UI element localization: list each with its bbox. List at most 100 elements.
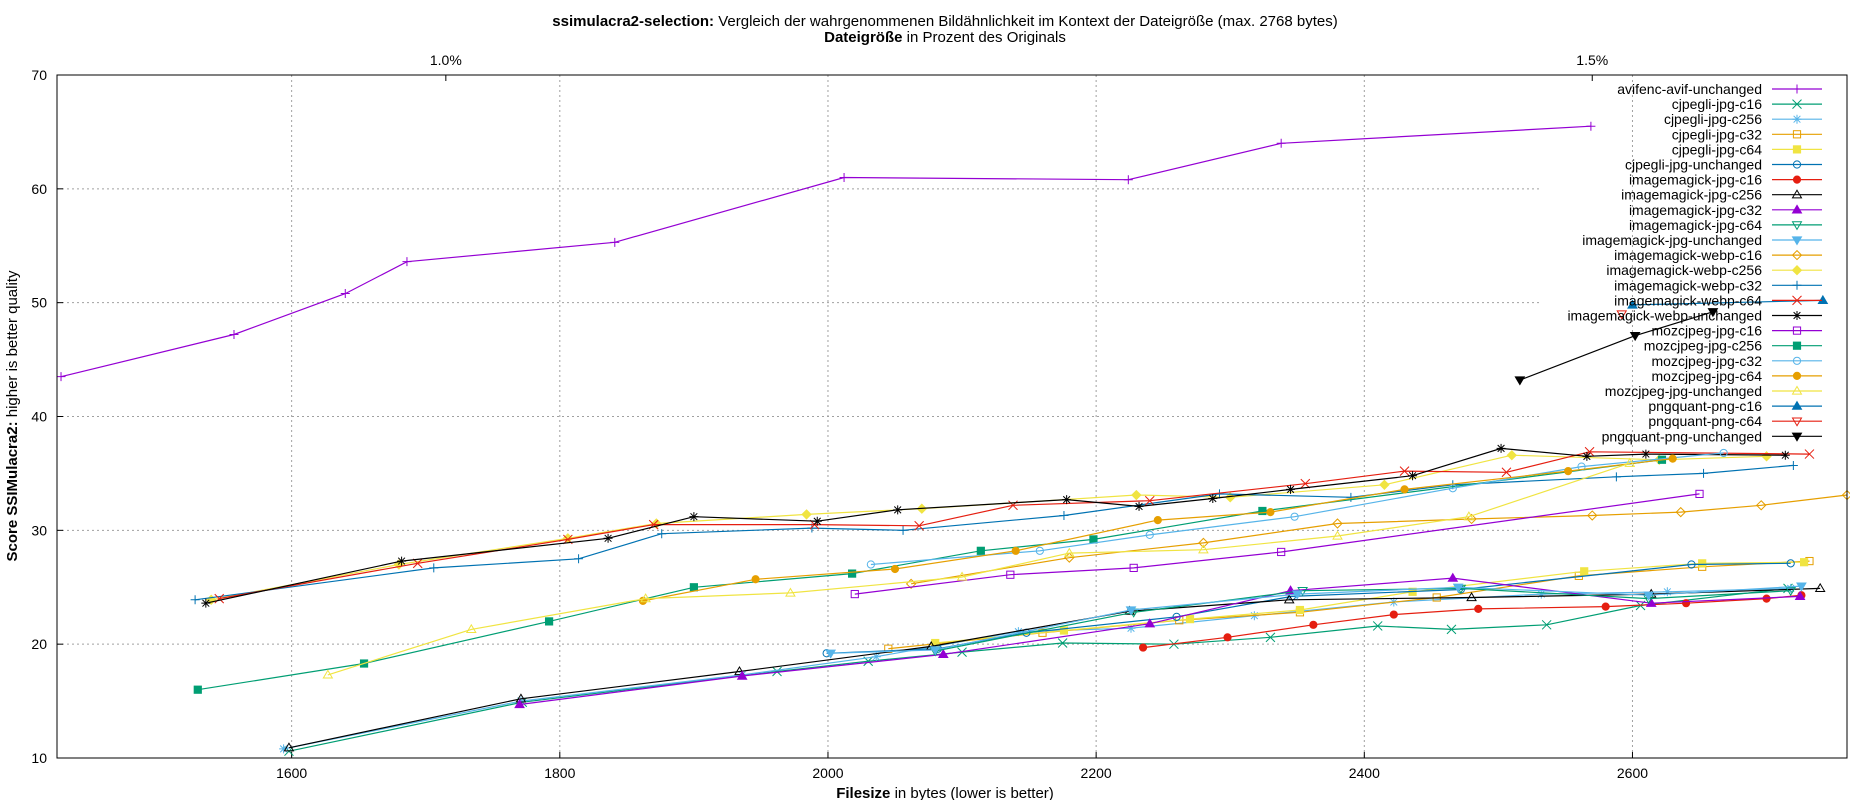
data-point	[1131, 489, 1142, 501]
series-mozcjpeg-jpg-unchanged	[322, 457, 1636, 679]
x-axis-label-bold: Filesize	[836, 785, 890, 800]
data-point	[1286, 484, 1296, 494]
data-point	[1641, 449, 1651, 459]
data-point	[736, 670, 748, 680]
legend-label: imagemagick-webp-c256	[1606, 262, 1762, 278]
data-point	[603, 533, 613, 543]
data-point	[1138, 643, 1148, 652]
data-point	[1624, 457, 1636, 467]
series-imagemagick-webp-c64	[214, 446, 1815, 604]
data-point	[1698, 559, 1707, 568]
data-point	[1062, 495, 1072, 505]
data-point	[1059, 626, 1069, 635]
series-line	[519, 577, 1801, 706]
data-point	[1276, 138, 1286, 148]
data-point	[1662, 587, 1672, 597]
data-point	[1291, 590, 1303, 600]
legend-marker	[1792, 295, 1802, 306]
chart-title-bold: ssimulacra2-selection:	[552, 13, 714, 30]
data-point	[514, 699, 525, 709]
data-point	[1372, 621, 1383, 631]
legend-label: cjpegli-jpg-unchanged	[1625, 157, 1762, 173]
y-tick-label: 20	[31, 636, 47, 652]
series-imagemagick-webp-unchanged	[201, 443, 1790, 608]
legend-marker	[1792, 84, 1802, 94]
series-line	[1632, 299, 1823, 306]
data-point	[1586, 121, 1596, 131]
chart-title: ssimulacra2-selection: Vergleich der wah…	[552, 13, 1337, 30]
data-point	[1587, 510, 1598, 521]
series-mozcjpeg-jpg-c32	[866, 448, 1728, 569]
data-point	[1145, 530, 1154, 539]
y-tick-label: 30	[31, 522, 47, 538]
plot-area	[56, 121, 1850, 757]
data-point	[1332, 530, 1343, 540]
data-point	[801, 509, 812, 520]
x-tick-label: 2000	[812, 765, 843, 781]
legend-marker	[1792, 145, 1802, 154]
series-cjpegli-jpg-c32	[884, 556, 1814, 653]
data-point	[1794, 590, 1806, 601]
data-point	[1786, 559, 1795, 568]
x2-tick-label: 1.5%	[1576, 52, 1608, 68]
chart-subtitle-bold: Dateigröße	[824, 29, 902, 46]
legend-marker	[1792, 371, 1802, 380]
series-pngquant-png-unchanged	[1514, 308, 1719, 386]
data-point	[640, 593, 651, 603]
legend-label: pngquant-png-unchanged	[1602, 428, 1762, 444]
legend-label: imagemagick-jpg-c256	[1621, 187, 1762, 203]
data-point	[1057, 638, 1068, 648]
series-mozcjpeg-jpg-c256	[193, 455, 1667, 694]
series-line	[60, 125, 1591, 378]
legend-marker	[1792, 280, 1802, 290]
data-point	[1814, 582, 1826, 593]
data-point	[1611, 472, 1621, 482]
data-point	[1089, 535, 1098, 544]
data-point	[1379, 479, 1390, 491]
data-point	[1448, 484, 1457, 493]
y-tick-label: 60	[31, 181, 47, 197]
chart-subtitle: Dateigröße in Prozent des Originals	[824, 29, 1066, 46]
legend-label: imagemagick-jpg-c64	[1629, 217, 1762, 233]
series-imagemagick-jpg-c256	[283, 582, 1826, 752]
data-point	[1466, 592, 1477, 602]
data-point	[1506, 449, 1517, 461]
data-point	[839, 172, 849, 182]
data-point	[1580, 567, 1589, 576]
legend-label: imagemagick-webp-c32	[1614, 277, 1762, 293]
data-point	[1629, 332, 1641, 342]
legend-label: cjpegli-jpg-c256	[1664, 111, 1762, 127]
legend-label: cjpegli-jpg-c16	[1672, 96, 1762, 112]
data-point	[1501, 467, 1512, 478]
plot-border	[56, 74, 1848, 759]
data-point	[340, 289, 350, 299]
legend-label: imagemagick-jpg-unchanged	[1582, 232, 1762, 248]
data-point	[1474, 604, 1483, 613]
data-point	[1668, 454, 1677, 463]
data-point	[1707, 308, 1719, 318]
data-point	[1300, 478, 1311, 489]
data-point	[610, 237, 620, 247]
data-point	[1687, 560, 1696, 569]
data-point	[516, 696, 526, 706]
legend-marker	[1792, 99, 1802, 109]
data-point	[1788, 460, 1798, 470]
data-point	[1643, 591, 1654, 601]
data-point	[429, 563, 439, 573]
data-point	[1153, 515, 1162, 525]
data-point	[1332, 518, 1343, 529]
data-point	[544, 617, 554, 626]
data-point	[214, 593, 225, 604]
data-point	[1223, 633, 1232, 642]
x-tick-label: 2600	[1617, 765, 1648, 781]
legend-label: mozcjpeg-jpg-c16	[1652, 323, 1763, 339]
data-point	[890, 564, 900, 574]
legend-marker	[1792, 114, 1802, 124]
series-pngquant-png-c64	[1616, 310, 1628, 320]
data-point	[1541, 619, 1552, 630]
data-point	[1786, 583, 1796, 593]
legend-marker	[1791, 385, 1803, 395]
data-point	[1463, 511, 1475, 521]
data-point	[871, 652, 881, 662]
